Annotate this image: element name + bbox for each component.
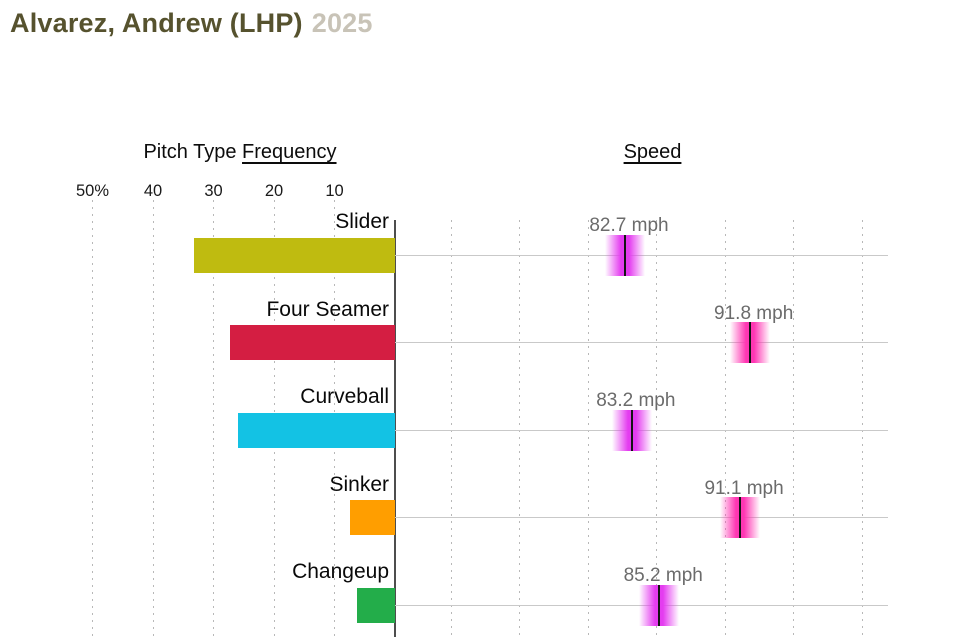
speed-gridline: [519, 220, 520, 637]
frequency-tick-label: 30: [204, 182, 223, 200]
frequency-panel-header: Pitch Type Frequency: [90, 141, 390, 164]
speed-median-line: [748, 322, 751, 363]
speed-header-link[interactable]: Speed: [623, 141, 682, 163]
frequency-bar[interactable]: [230, 325, 395, 360]
pitch-type-label: Sinker: [329, 472, 389, 496]
speed-median-line: [658, 584, 661, 626]
speed-distribution-marker[interactable]: [611, 409, 652, 451]
frequency-gridline: [92, 200, 93, 637]
speed-value-label: 82.7 mph: [589, 215, 669, 236]
speed-gridline: [450, 220, 452, 637]
page-title: Alvarez, Andrew (LHP) 2025: [10, 8, 373, 39]
frequency-bar[interactable]: [350, 500, 395, 535]
frequency-gridline: [213, 200, 214, 637]
speed-value-label: 85.2 mph: [623, 565, 703, 586]
frequency-tick-label: 40: [143, 182, 163, 200]
speed-value-label: 91.8 mph: [714, 302, 794, 324]
speed-distribution-marker[interactable]: [639, 584, 680, 626]
pitch-type-label: Curveball: [300, 385, 389, 408]
speed-value-label: 91.1 mph: [704, 477, 784, 499]
speed-panel-header: Speed: [560, 141, 745, 164]
pitch-type-label: Four Seamer: [266, 297, 389, 321]
frequency-tick-label: 50%: [75, 182, 110, 200]
speed-median-line: [623, 234, 626, 276]
pitch-type-label: Slider: [335, 210, 389, 233]
frequency-header-prefix: Pitch Type: [143, 141, 243, 163]
frequency-axis-baseline: [394, 220, 396, 637]
speed-gridline: [587, 220, 589, 637]
player-name: Alvarez, Andrew (LHP): [10, 8, 303, 38]
speed-gridline: [861, 220, 863, 637]
frequency-bar[interactable]: [238, 412, 395, 448]
frequency-bar[interactable]: [193, 237, 395, 273]
speed-median-line: [630, 409, 633, 451]
pitch-type-label: Changeup: [292, 560, 389, 583]
frequency-gridline: [152, 200, 154, 637]
speed-distribution-marker[interactable]: [729, 322, 770, 363]
frequency-tick-label: 20: [264, 182, 284, 200]
speed-value-label: 83.2 mph: [596, 390, 676, 411]
speed-gridline: [793, 220, 794, 637]
speed-gridline: [656, 220, 657, 637]
speed-distribution-marker[interactable]: [604, 234, 645, 276]
speed-row-baseline: [395, 342, 888, 343]
speed-row-baseline: [395, 517, 888, 518]
frequency-bar[interactable]: [357, 587, 395, 623]
frequency-header-link[interactable]: Frequency: [242, 141, 337, 163]
speed-median-line: [739, 497, 742, 538]
speed-gridline: [724, 220, 726, 637]
frequency-tick-label: 10: [325, 182, 344, 200]
speed-distribution-marker[interactable]: [720, 497, 761, 538]
season-year: 2025: [311, 8, 373, 38]
